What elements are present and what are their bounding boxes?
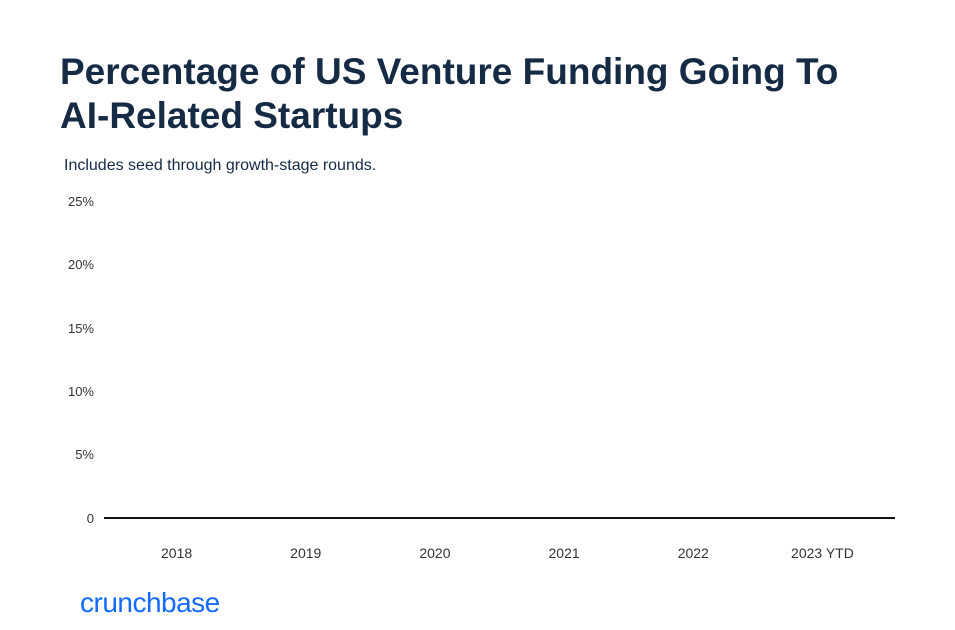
x-tick: 2019 — [263, 545, 348, 561]
x-tick: 2020 — [392, 545, 477, 561]
y-axis: 25% 20% 15% 10% 5% 0 — [60, 195, 102, 525]
x-axis: 2018 2019 2020 2021 2022 2023 YTD — [104, 533, 895, 561]
x-tick: 2018 — [134, 545, 219, 561]
y-tick: 5% — [60, 448, 102, 461]
x-tick: 2021 — [522, 545, 607, 561]
chart-title: Percentage of US Venture Funding Going T… — [60, 50, 895, 139]
x-tick: 2022 — [651, 545, 736, 561]
chart-subtitle: Includes seed through growth-stage round… — [64, 157, 895, 175]
y-tick: 15% — [60, 322, 102, 335]
chart-container: 25% 20% 15% 10% 5% 0 — [60, 195, 895, 525]
y-tick: 20% — [60, 258, 102, 271]
y-tick: 25% — [60, 195, 102, 208]
y-tick: 10% — [60, 385, 102, 398]
y-tick: 0 — [60, 512, 102, 525]
crunchbase-logo: crunchbase — [80, 587, 895, 619]
x-tick: 2023 YTD — [780, 545, 865, 561]
plot-area — [104, 201, 895, 519]
